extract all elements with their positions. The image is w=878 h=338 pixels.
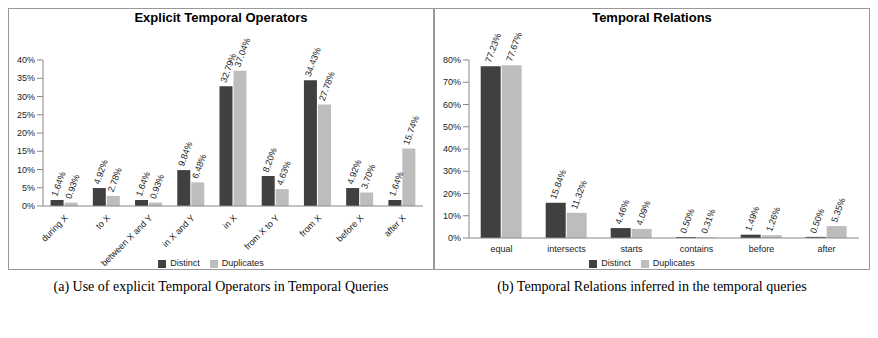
- svg-text:10%: 10%: [443, 211, 461, 221]
- html-text:Temporal Relations: Temporal Relations: [592, 10, 712, 25]
- svg-text:70%: 70%: [443, 77, 461, 87]
- svg-text:starts: starts: [620, 244, 643, 254]
- svg-text:before X: before X: [334, 213, 365, 244]
- html-text:Explicit Temporal Operators: Explicit Temporal Operators: [134, 10, 308, 25]
- svg-text:34.43%: 34.43%: [303, 46, 323, 78]
- svg-text:0%: 0%: [22, 201, 35, 211]
- svg-text:during X: during X: [39, 213, 70, 244]
- svg-text:3.70%: 3.70%: [359, 163, 377, 190]
- svg-text:15.74%: 15.74%: [401, 114, 421, 146]
- svg-text:9.84%: 9.84%: [176, 140, 194, 167]
- svg-text:37.04%: 37.04%: [232, 36, 252, 68]
- svg-text:25%: 25%: [17, 110, 35, 120]
- svg-text:20%: 20%: [17, 128, 35, 138]
- svg-text:30%: 30%: [443, 166, 461, 176]
- svg-text:10%: 10%: [17, 165, 35, 175]
- svg-text:1.64%: 1.64%: [387, 170, 405, 197]
- svg-text:to X: to X: [94, 213, 112, 231]
- svg-text:40%: 40%: [17, 55, 35, 65]
- svg-text:equal: equal: [490, 244, 512, 254]
- svg-text:32.79%: 32.79%: [218, 51, 239, 84]
- svg-text:from X: from X: [298, 213, 324, 239]
- svg-text:4.09%: 4.09%: [634, 199, 652, 226]
- svg-text:0.93%: 0.93%: [148, 173, 166, 200]
- svg-text:0.93%: 0.93%: [64, 173, 82, 200]
- svg-text:20%: 20%: [443, 189, 461, 199]
- svg-text:8.20%: 8.20%: [261, 146, 279, 173]
- svg-text:15%: 15%: [17, 146, 35, 156]
- svg-text:77.23%: 77.23%: [483, 32, 503, 64]
- html-text:Distinct: Distinct: [601, 258, 631, 268]
- svg-text:between X and Y: between X and Y: [99, 213, 154, 268]
- svg-text:11.32%: 11.32%: [569, 179, 589, 210]
- svg-text:after X: after X: [382, 213, 408, 239]
- svg-text:0%: 0%: [448, 233, 461, 243]
- svg-text:4.92%: 4.92%: [345, 158, 364, 186]
- svg-text:50%: 50%: [443, 122, 461, 132]
- svg-text:5%: 5%: [22, 183, 35, 193]
- svg-text:1.26%: 1.26%: [764, 205, 782, 232]
- svg-text:0.50%: 0.50%: [678, 207, 696, 234]
- svg-text:77.67%: 77.67%: [504, 31, 524, 63]
- svg-text:contains: contains: [680, 244, 714, 254]
- svg-text:1.64%: 1.64%: [49, 170, 68, 198]
- html-text:Distinct: Distinct: [170, 258, 200, 268]
- svg-text:intersects: intersects: [547, 244, 586, 254]
- html-text:(b) Temporal Relations inferre: (b) Temporal Relations inferred in the t…: [497, 279, 807, 294]
- svg-text:1.49%: 1.49%: [743, 205, 761, 232]
- html-text:Duplicates: Duplicates: [221, 258, 264, 268]
- svg-text:in X: in X: [221, 213, 239, 231]
- html-text:(a) Use of explicit Temporal O: (a) Use of explicit Temporal Operators i…: [53, 279, 389, 294]
- svg-text:1.64%: 1.64%: [134, 170, 153, 198]
- svg-text:80%: 80%: [443, 55, 461, 65]
- html-text:Duplicates: Duplicates: [652, 258, 695, 268]
- svg-text:before: before: [749, 244, 775, 254]
- svg-text:4.63%: 4.63%: [275, 159, 293, 186]
- svg-text:0.31%: 0.31%: [699, 208, 717, 235]
- svg-text:27.78%: 27.78%: [317, 70, 337, 102]
- svg-text:4.46%: 4.46%: [613, 198, 631, 225]
- svg-text:0.50%: 0.50%: [808, 207, 826, 234]
- svg-text:after: after: [817, 244, 835, 254]
- svg-text:35%: 35%: [17, 73, 35, 83]
- svg-text:2.78%: 2.78%: [106, 166, 124, 193]
- svg-text:30%: 30%: [17, 92, 35, 102]
- svg-text:in X and Y: in X and Y: [160, 213, 196, 249]
- svg-text:60%: 60%: [443, 100, 461, 110]
- svg-text:40%: 40%: [443, 144, 461, 154]
- svg-text:15.84%: 15.84%: [548, 168, 568, 200]
- svg-text:from X to Y: from X to Y: [242, 213, 281, 252]
- svg-text:4.92%: 4.92%: [92, 158, 110, 185]
- svg-text:5.35%: 5.35%: [829, 196, 847, 223]
- svg-text:6.48%: 6.48%: [190, 153, 208, 180]
